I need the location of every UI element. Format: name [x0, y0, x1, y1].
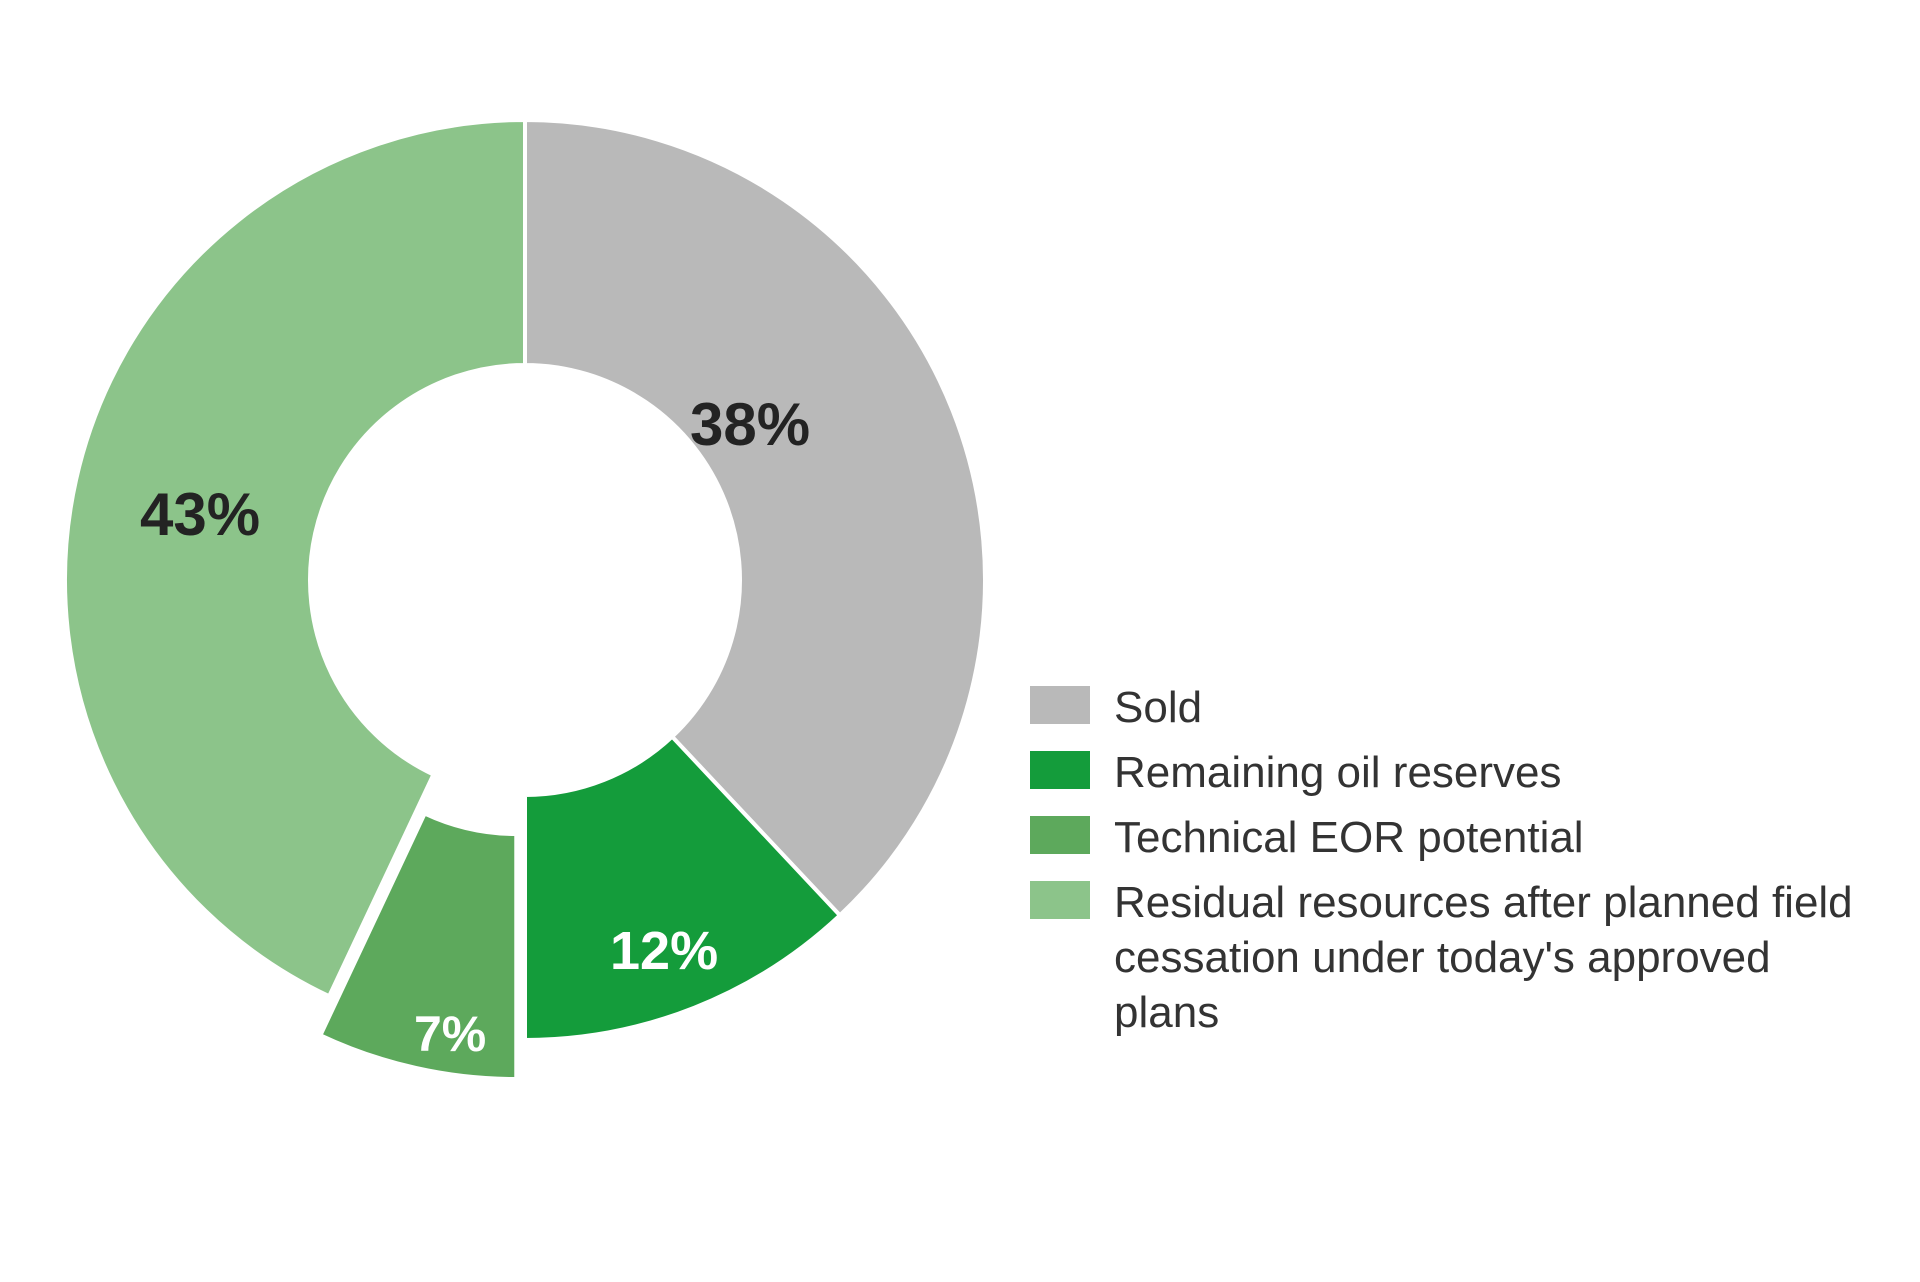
- legend-item-sold: Sold: [1030, 680, 1874, 735]
- slice-label-residual: 43%: [140, 480, 260, 549]
- legend: Sold Remaining oil reserves Technical EO…: [1030, 680, 1874, 1050]
- legend-item-technical-eor: Technical EOR potential: [1030, 810, 1874, 865]
- legend-label: Technical EOR potential: [1114, 810, 1584, 865]
- legend-swatch: [1030, 686, 1090, 724]
- legend-swatch: [1030, 881, 1090, 919]
- slice-label-technical-eor: 7%: [414, 1005, 486, 1063]
- legend-item-remaining: Remaining oil reserves: [1030, 745, 1874, 800]
- slice-label-sold: 38%: [690, 390, 810, 459]
- legend-item-residual: Residual resources after planned field c…: [1030, 875, 1874, 1040]
- slice-label-remaining: 12%: [610, 920, 718, 982]
- legend-label: Residual resources after planned field c…: [1114, 875, 1874, 1040]
- legend-label: Sold: [1114, 680, 1202, 735]
- legend-swatch: [1030, 751, 1090, 789]
- legend-label: Remaining oil reserves: [1114, 745, 1562, 800]
- legend-swatch: [1030, 816, 1090, 854]
- donut-chart: 38% 12% 7% 43%: [50, 50, 1000, 1150]
- donut-svg: [50, 50, 1000, 1150]
